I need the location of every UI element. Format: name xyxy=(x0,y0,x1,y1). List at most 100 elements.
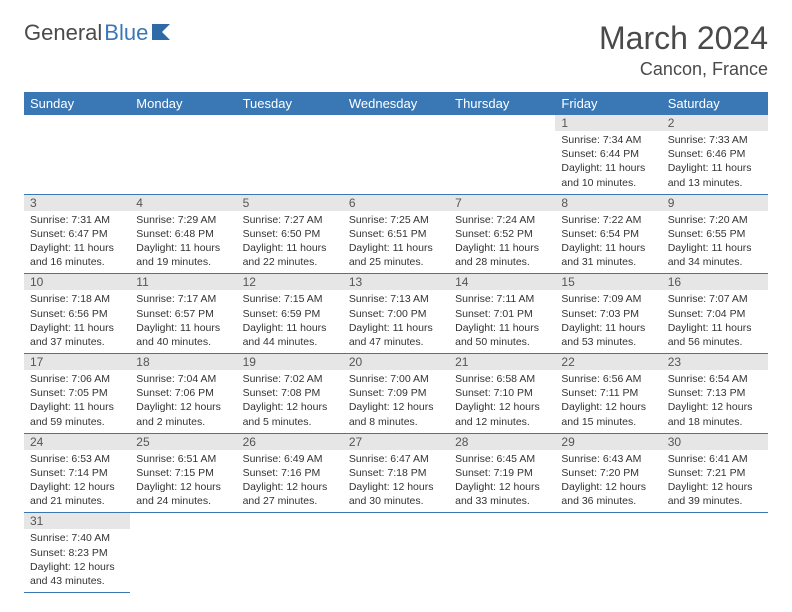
day-number: 27 xyxy=(343,434,449,450)
calendar-cell xyxy=(237,513,343,593)
sunset-text: Sunset: 6:59 PM xyxy=(243,307,337,321)
sunrise-text: Sunrise: 6:51 AM xyxy=(136,452,230,466)
daylight-text: Daylight: 12 hours and 18 minutes. xyxy=(668,400,762,428)
day-number: 29 xyxy=(555,434,661,450)
month-title: March 2024 xyxy=(599,20,768,57)
calendar-cell: 27Sunrise: 6:47 AMSunset: 7:18 PMDayligh… xyxy=(343,433,449,513)
sunrise-text: Sunrise: 7:11 AM xyxy=(455,292,549,306)
day-details: Sunrise: 7:06 AMSunset: 7:05 PMDaylight:… xyxy=(24,370,130,433)
daylight-text: Daylight: 11 hours and 19 minutes. xyxy=(136,241,230,269)
day-number: 9 xyxy=(662,195,768,211)
day-details: Sunrise: 6:49 AMSunset: 7:16 PMDaylight:… xyxy=(237,450,343,513)
sunset-text: Sunset: 6:52 PM xyxy=(455,227,549,241)
title-block: March 2024 Cancon, France xyxy=(599,20,768,80)
calendar-cell: 16Sunrise: 7:07 AMSunset: 7:04 PMDayligh… xyxy=(662,274,768,354)
day-number: 4 xyxy=(130,195,236,211)
calendar-cell: 2Sunrise: 7:33 AMSunset: 6:46 PMDaylight… xyxy=(662,115,768,194)
sunrise-text: Sunrise: 7:34 AM xyxy=(561,133,655,147)
sunset-text: Sunset: 7:09 PM xyxy=(349,386,443,400)
brand-part2: Blue xyxy=(104,20,148,46)
daylight-text: Daylight: 11 hours and 16 minutes. xyxy=(30,241,124,269)
day-details: Sunrise: 6:56 AMSunset: 7:11 PMDaylight:… xyxy=(555,370,661,433)
day-number: 24 xyxy=(24,434,130,450)
calendar-cell: 28Sunrise: 6:45 AMSunset: 7:19 PMDayligh… xyxy=(449,433,555,513)
sunrise-text: Sunrise: 6:41 AM xyxy=(668,452,762,466)
daylight-text: Daylight: 12 hours and 43 minutes. xyxy=(30,560,124,588)
sunrise-text: Sunrise: 7:06 AM xyxy=(30,372,124,386)
day-number: 1 xyxy=(555,115,661,131)
sunrise-text: Sunrise: 7:40 AM xyxy=(30,531,124,545)
brand-logo: GeneralBlue xyxy=(24,20,174,46)
day-details: Sunrise: 7:11 AMSunset: 7:01 PMDaylight:… xyxy=(449,290,555,353)
calendar-week: 17Sunrise: 7:06 AMSunset: 7:05 PMDayligh… xyxy=(24,354,768,434)
day-details: Sunrise: 7:15 AMSunset: 6:59 PMDaylight:… xyxy=(237,290,343,353)
day-details: Sunrise: 7:31 AMSunset: 6:47 PMDaylight:… xyxy=(24,211,130,274)
sunrise-text: Sunrise: 7:33 AM xyxy=(668,133,762,147)
day-number: 16 xyxy=(662,274,768,290)
day-details: Sunrise: 7:02 AMSunset: 7:08 PMDaylight:… xyxy=(237,370,343,433)
sunrise-text: Sunrise: 7:29 AM xyxy=(136,213,230,227)
daylight-text: Daylight: 12 hours and 27 minutes. xyxy=(243,480,337,508)
calendar-cell: 30Sunrise: 6:41 AMSunset: 7:21 PMDayligh… xyxy=(662,433,768,513)
day-number: 18 xyxy=(130,354,236,370)
sunset-text: Sunset: 7:03 PM xyxy=(561,307,655,321)
daylight-text: Daylight: 12 hours and 2 minutes. xyxy=(136,400,230,428)
calendar-cell: 8Sunrise: 7:22 AMSunset: 6:54 PMDaylight… xyxy=(555,194,661,274)
day-details: Sunrise: 7:33 AMSunset: 6:46 PMDaylight:… xyxy=(662,131,768,194)
day-details: Sunrise: 6:41 AMSunset: 7:21 PMDaylight:… xyxy=(662,450,768,513)
daylight-text: Daylight: 12 hours and 8 minutes. xyxy=(349,400,443,428)
sunset-text: Sunset: 6:54 PM xyxy=(561,227,655,241)
day-number: 19 xyxy=(237,354,343,370)
sunrise-text: Sunrise: 7:18 AM xyxy=(30,292,124,306)
daylight-text: Daylight: 11 hours and 56 minutes. xyxy=(668,321,762,349)
day-number: 3 xyxy=(24,195,130,211)
day-details: Sunrise: 7:20 AMSunset: 6:55 PMDaylight:… xyxy=(662,211,768,274)
daylight-text: Daylight: 12 hours and 24 minutes. xyxy=(136,480,230,508)
daylight-text: Daylight: 11 hours and 59 minutes. xyxy=(30,400,124,428)
day-number: 10 xyxy=(24,274,130,290)
sunset-text: Sunset: 7:11 PM xyxy=(561,386,655,400)
sunrise-text: Sunrise: 7:31 AM xyxy=(30,213,124,227)
day-number: 20 xyxy=(343,354,449,370)
sunrise-text: Sunrise: 7:02 AM xyxy=(243,372,337,386)
sunset-text: Sunset: 7:19 PM xyxy=(455,466,549,480)
flag-icon xyxy=(152,20,174,46)
daylight-text: Daylight: 12 hours and 30 minutes. xyxy=(349,480,443,508)
daylight-text: Daylight: 12 hours and 5 minutes. xyxy=(243,400,337,428)
day-number: 7 xyxy=(449,195,555,211)
sunset-text: Sunset: 7:06 PM xyxy=(136,386,230,400)
day-details: Sunrise: 7:22 AMSunset: 6:54 PMDaylight:… xyxy=(555,211,661,274)
calendar-cell: 13Sunrise: 7:13 AMSunset: 7:00 PMDayligh… xyxy=(343,274,449,354)
sunset-text: Sunset: 7:04 PM xyxy=(668,307,762,321)
calendar-cell: 9Sunrise: 7:20 AMSunset: 6:55 PMDaylight… xyxy=(662,194,768,274)
sunset-text: Sunset: 6:57 PM xyxy=(136,307,230,321)
calendar-cell xyxy=(343,513,449,593)
day-number: 13 xyxy=(343,274,449,290)
sunset-text: Sunset: 7:16 PM xyxy=(243,466,337,480)
sunset-text: Sunset: 6:46 PM xyxy=(668,147,762,161)
day-details: Sunrise: 7:34 AMSunset: 6:44 PMDaylight:… xyxy=(555,131,661,194)
daylight-text: Daylight: 11 hours and 44 minutes. xyxy=(243,321,337,349)
daylight-text: Daylight: 11 hours and 22 minutes. xyxy=(243,241,337,269)
day-details: Sunrise: 6:54 AMSunset: 7:13 PMDaylight:… xyxy=(662,370,768,433)
calendar-cell: 19Sunrise: 7:02 AMSunset: 7:08 PMDayligh… xyxy=(237,354,343,434)
calendar-cell: 4 Sunrise: 7:29 AMSunset: 6:48 PMDaylight… xyxy=(130,194,236,274)
calendar-cell: 11Sunrise: 7:17 AMSunset: 6:57 PMDayligh… xyxy=(130,274,236,354)
day-number: 14 xyxy=(449,274,555,290)
daylight-text: Daylight: 12 hours and 39 minutes. xyxy=(668,480,762,508)
calendar-cell: 31Sunrise: 7:40 AMSunset: 8:23 PMDayligh… xyxy=(24,513,130,593)
daylight-text: Daylight: 11 hours and 50 minutes. xyxy=(455,321,549,349)
calendar-week: 1Sunrise: 7:34 AMSunset: 6:44 PMDaylight… xyxy=(24,115,768,194)
calendar-week: 24Sunrise: 6:53 AMSunset: 7:14 PMDayligh… xyxy=(24,433,768,513)
sunset-text: Sunset: 6:48 PM xyxy=(136,227,230,241)
sunrise-text: Sunrise: 6:53 AM xyxy=(30,452,124,466)
calendar-cell: 26Sunrise: 6:49 AMSunset: 7:16 PMDayligh… xyxy=(237,433,343,513)
calendar-table: SundayMondayTuesdayWednesdayThursdayFrid… xyxy=(24,92,768,593)
day-number: 11 xyxy=(130,274,236,290)
day-details: Sunrise: 7:25 AMSunset: 6:51 PMDaylight:… xyxy=(343,211,449,274)
day-number: 28 xyxy=(449,434,555,450)
sunrise-text: Sunrise: 7:24 AM xyxy=(455,213,549,227)
sunset-text: Sunset: 8:23 PM xyxy=(30,546,124,560)
daylight-text: Daylight: 12 hours and 33 minutes. xyxy=(455,480,549,508)
sunset-text: Sunset: 7:10 PM xyxy=(455,386,549,400)
